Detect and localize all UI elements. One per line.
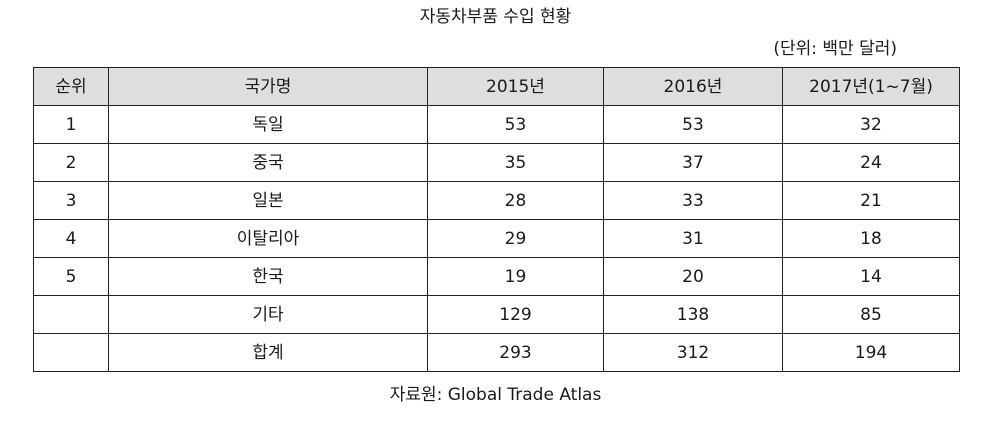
cell-rank: 4 (33, 219, 109, 258)
cell-2016: 312 (603, 333, 783, 372)
cell-2017: 32 (782, 105, 960, 144)
cell-2015: 53 (427, 105, 604, 144)
header-rank: 순위 (33, 67, 109, 106)
header-country: 국가명 (108, 67, 428, 106)
header-2015: 2015년 (427, 67, 604, 106)
table-header-row: 순위 국가명 2015년 2016년 2017년(1~7월) (33, 67, 960, 106)
cell-2015: 28 (427, 181, 604, 220)
cell-country: 중국 (108, 143, 428, 182)
cell-country: 한국 (108, 257, 428, 296)
table-row: 5 한국 19 20 14 (33, 257, 960, 296)
table-row-others: 기타 129 138 85 (33, 295, 960, 334)
cell-2016: 33 (603, 181, 783, 220)
cell-rank: 2 (33, 143, 109, 182)
table-title: 자동차부품 수입 현황 (419, 7, 572, 27)
source-note: 자료원: Global Trade Atlas (389, 385, 602, 405)
table-row: 1 독일 53 53 32 (33, 105, 960, 144)
cell-2016: 53 (603, 105, 783, 144)
cell-2016: 138 (603, 295, 783, 334)
cell-rank: 5 (33, 257, 109, 296)
cell-rank: 3 (33, 181, 109, 220)
table-row: 4 이탈리아 29 31 18 (33, 219, 960, 258)
cell-country: 일본 (108, 181, 428, 220)
cell-2015: 35 (427, 143, 604, 182)
cell-2016: 31 (603, 219, 783, 258)
cell-2017: 21 (782, 181, 960, 220)
cell-2017: 14 (782, 257, 960, 296)
cell-country: 이탈리아 (108, 219, 428, 258)
unit-label: (단위: 백만 달러) (773, 39, 897, 59)
cell-country: 합계 (108, 333, 428, 372)
table-row-total: 합계 293 312 194 (33, 333, 960, 372)
cell-2015: 293 (427, 333, 604, 372)
cell-2016: 20 (603, 257, 783, 296)
cell-rank (33, 295, 109, 334)
cell-2017: 194 (782, 333, 960, 372)
cell-rank (33, 333, 109, 372)
cell-2017: 24 (782, 143, 960, 182)
cell-country: 기타 (108, 295, 428, 334)
import-table: 순위 국가명 2015년 2016년 2017년(1~7월) 1 독일 53 5… (33, 67, 960, 372)
table-row: 2 중국 35 37 24 (33, 143, 960, 182)
header-2017: 2017년(1~7월) (782, 67, 960, 106)
cell-2017: 85 (782, 295, 960, 334)
cell-rank: 1 (33, 105, 109, 144)
table-row: 3 일본 28 33 21 (33, 181, 960, 220)
header-2016: 2016년 (603, 67, 783, 106)
cell-2017: 18 (782, 219, 960, 258)
cell-2015: 29 (427, 219, 604, 258)
cell-country: 독일 (108, 105, 428, 144)
cell-2015: 129 (427, 295, 604, 334)
cell-2016: 37 (603, 143, 783, 182)
cell-2015: 19 (427, 257, 604, 296)
